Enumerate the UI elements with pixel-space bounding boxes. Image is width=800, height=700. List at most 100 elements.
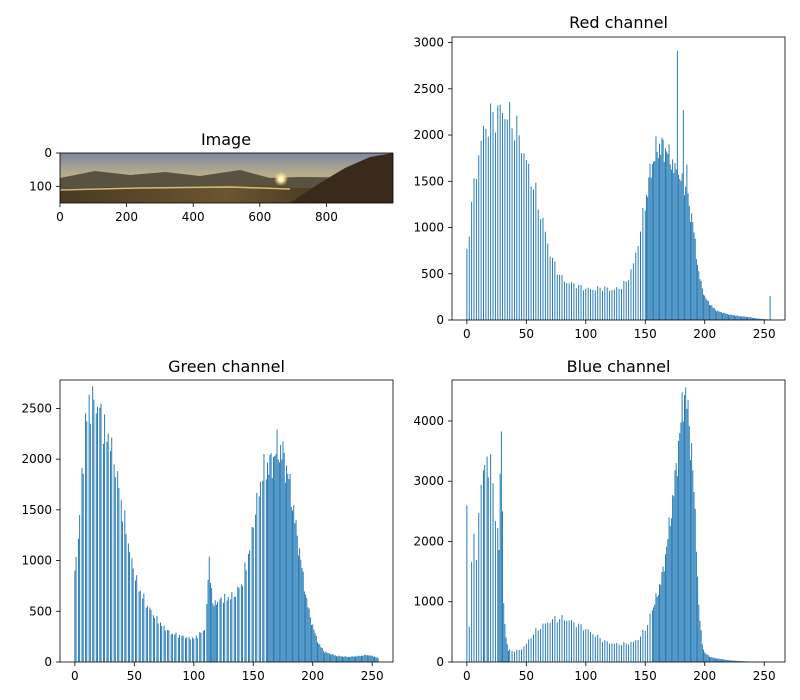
histogram-bar: [669, 164, 671, 320]
histogram-bar: [704, 295, 706, 320]
histogram-bar: [711, 657, 713, 662]
histogram-bar: [114, 477, 116, 662]
histogram-bar: [132, 568, 134, 662]
y-tick-label: 1500: [21, 503, 52, 517]
histogram-bar: [110, 450, 112, 662]
histogram-bar: [523, 153, 525, 320]
histogram-bar: [471, 562, 473, 662]
histogram-bar: [338, 655, 340, 662]
histogram-bar: [566, 283, 568, 320]
histogram-bar: [466, 505, 468, 662]
histogram-bar: [554, 261, 556, 320]
histogram-bar: [556, 274, 558, 320]
histogram-bar: [549, 256, 551, 320]
histogram-bar: [728, 660, 729, 662]
histogram-bar: [632, 263, 634, 320]
histogram-bar: [578, 284, 580, 320]
histogram-bar: [642, 629, 644, 662]
histogram-bar: [544, 231, 546, 320]
histogram-bar: [516, 115, 518, 320]
histogram-bar: [535, 182, 537, 320]
histogram-bar: [705, 298, 707, 320]
histogram-bar: [720, 659, 722, 662]
histogram-bar: [594, 290, 596, 320]
histogram-bar: [136, 575, 138, 662]
green-channel-title: Green channel: [168, 357, 285, 376]
histogram-bar: [192, 637, 194, 662]
histogram-bar: [571, 620, 572, 662]
histogram-bar: [339, 656, 341, 662]
y-tick-label: 1000: [413, 221, 444, 235]
histogram-bar: [674, 163, 676, 320]
histogram-bar: [575, 627, 577, 662]
histogram-bar: [344, 656, 346, 662]
x-tick-label: 100: [182, 669, 205, 683]
histogram-bar: [694, 238, 696, 320]
y-tick-label: 500: [421, 267, 444, 281]
histogram-bar: [635, 640, 637, 662]
image-panel-title: Image: [201, 130, 251, 149]
histogram-bar: [521, 649, 523, 662]
histogram-bar: [616, 287, 618, 320]
histogram-bar: [281, 459, 283, 662]
histogram-bar: [506, 644, 508, 662]
histogram-bar: [359, 656, 361, 662]
histogram-bar: [309, 617, 311, 662]
histogram-bar: [120, 500, 122, 662]
histogram-bar: [616, 642, 618, 662]
histogram-bar: [475, 559, 477, 662]
histogram-bar: [107, 433, 109, 662]
histogram-bar: [89, 423, 91, 662]
histogram-bar: [697, 576, 699, 662]
histogram-bar: [640, 231, 641, 320]
histogram-bar: [733, 660, 735, 662]
histogram-bar: [224, 593, 226, 662]
histogram-bar: [628, 644, 630, 662]
histogram-bar: [327, 653, 329, 662]
histogram-bar: [761, 318, 763, 320]
histogram-bar: [328, 653, 330, 662]
histogram-bar: [487, 136, 489, 320]
histogram-bar: [718, 311, 720, 320]
x-tick-label: 50: [519, 327, 534, 341]
histogram-bar: [535, 628, 537, 662]
histogram-bar: [637, 246, 639, 320]
histogram-bar: [737, 315, 739, 320]
histogram-bar: [204, 630, 205, 662]
histogram-bar: [231, 591, 233, 662]
histogram-bar: [679, 433, 681, 662]
histogram-bar: [528, 163, 530, 320]
histogram-bar: [678, 174, 680, 320]
histogram-bar: [559, 619, 561, 662]
histogram-bar: [129, 552, 131, 662]
x-tick-label: 200: [115, 210, 138, 224]
histogram-bar: [307, 607, 309, 662]
histogram-bar: [270, 453, 272, 662]
histogram-bar: [686, 408, 688, 662]
histogram-bar: [314, 633, 316, 662]
histogram-bar: [127, 543, 129, 662]
histogram-bar: [369, 655, 371, 662]
histogram-bar: [585, 288, 587, 320]
histogram-bar: [733, 315, 735, 320]
histogram-bar: [117, 471, 119, 662]
histogram-bar: [160, 622, 161, 662]
histogram-bar: [319, 644, 321, 662]
histogram-bar: [220, 597, 222, 662]
histogram-bar: [357, 655, 359, 662]
histogram-bar: [597, 286, 599, 320]
histogram-bar: [587, 287, 589, 320]
histogram-bar: [563, 620, 565, 662]
histogram-bar: [215, 604, 217, 662]
y-tick-label: 0: [44, 146, 52, 160]
histogram-bar: [666, 151, 668, 320]
histogram-bar: [142, 598, 144, 662]
histogram-bar: [195, 635, 197, 662]
histogram-bar: [669, 526, 671, 662]
histogram-bar: [92, 386, 94, 662]
histogram-bar: [301, 567, 303, 662]
histogram-bar: [674, 470, 676, 662]
histogram-bar: [762, 318, 764, 320]
histogram-bar: [305, 594, 307, 662]
x-tick-label: 0: [463, 327, 471, 341]
